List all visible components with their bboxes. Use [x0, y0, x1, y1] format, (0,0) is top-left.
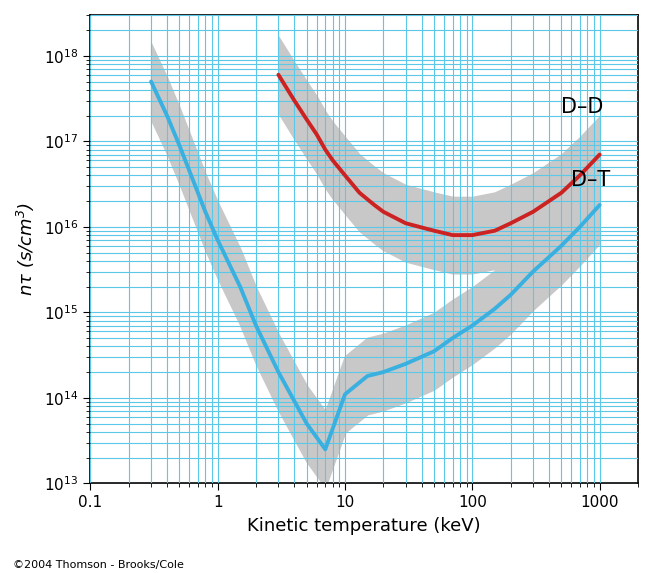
Text: D–D: D–D — [562, 97, 604, 117]
Text: D–T: D–T — [571, 170, 611, 190]
Text: ©2004 Thomson - Brooks/Cole: ©2004 Thomson - Brooks/Cole — [13, 560, 184, 570]
Y-axis label: $n\tau\ \mathregular{(s/cm^3)}$: $n\tau\ \mathregular{(s/cm^3)}$ — [15, 202, 37, 296]
X-axis label: Kinetic temperature (keV): Kinetic temperature (keV) — [247, 517, 481, 535]
